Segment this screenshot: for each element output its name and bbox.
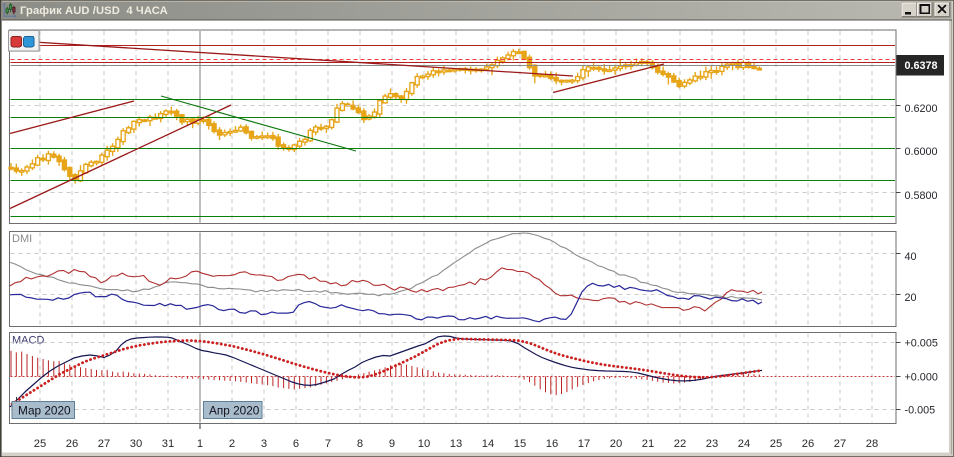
svg-text:30: 30 xyxy=(130,438,142,450)
svg-text:17: 17 xyxy=(578,438,590,450)
svg-text:27: 27 xyxy=(98,438,110,450)
svg-text:7: 7 xyxy=(325,438,331,450)
svg-text:26: 26 xyxy=(802,438,814,450)
svg-text:0.6200: 0.6200 xyxy=(905,103,938,115)
svg-text:1: 1 xyxy=(197,438,203,450)
svg-text:+0.000: +0.000 xyxy=(905,372,938,384)
svg-text:2: 2 xyxy=(229,438,235,450)
svg-text:0.6000: 0.6000 xyxy=(905,146,938,158)
svg-text:14: 14 xyxy=(482,438,494,450)
svg-text:0.6378: 0.6378 xyxy=(905,60,938,72)
svg-text:График AUD /USD 4 ЧАСА: График AUD /USD 4 ЧАСА xyxy=(20,5,168,17)
svg-text:20: 20 xyxy=(905,292,917,304)
svg-text:25: 25 xyxy=(770,438,782,450)
svg-text:20: 20 xyxy=(610,438,622,450)
svg-text:40: 40 xyxy=(905,251,917,263)
svg-text:10: 10 xyxy=(418,438,430,450)
svg-text:6: 6 xyxy=(293,438,299,450)
svg-text:DMI: DMI xyxy=(12,233,32,245)
svg-text:13: 13 xyxy=(450,438,462,450)
svg-text:-0.005: -0.005 xyxy=(905,405,936,417)
svg-text:8: 8 xyxy=(357,438,363,450)
svg-text:27: 27 xyxy=(834,438,846,450)
svg-text:25: 25 xyxy=(34,438,46,450)
svg-text:9: 9 xyxy=(389,438,395,450)
svg-text:21: 21 xyxy=(642,438,654,450)
svg-text:26: 26 xyxy=(66,438,78,450)
svg-text:31: 31 xyxy=(162,438,174,450)
svg-text:28: 28 xyxy=(866,438,878,450)
svg-text:22: 22 xyxy=(674,438,686,450)
svg-text:0.5800: 0.5800 xyxy=(905,190,938,202)
svg-text:24: 24 xyxy=(738,438,750,450)
svg-text:3: 3 xyxy=(261,438,267,450)
svg-text:15: 15 xyxy=(514,438,526,450)
svg-text:23: 23 xyxy=(706,438,718,450)
svg-text:Апр 2020: Апр 2020 xyxy=(209,404,260,418)
svg-text:MACD: MACD xyxy=(12,335,44,347)
svg-text:+0.005: +0.005 xyxy=(905,338,938,350)
svg-text:Мар 2020: Мар 2020 xyxy=(18,404,71,418)
svg-text:16: 16 xyxy=(546,438,558,450)
